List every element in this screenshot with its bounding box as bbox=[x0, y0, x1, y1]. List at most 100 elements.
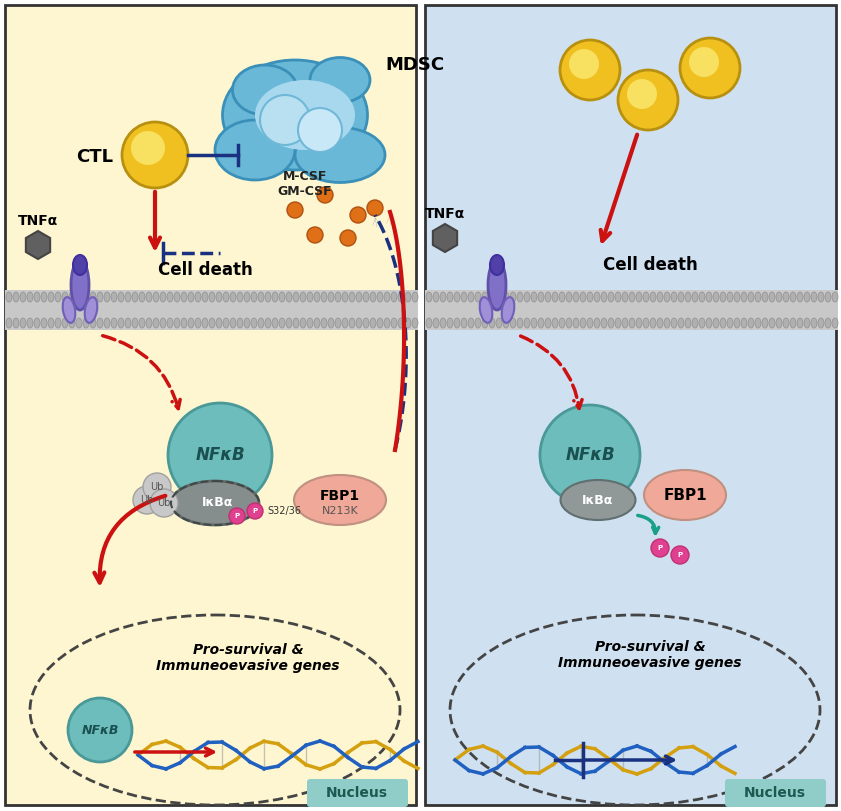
Text: P: P bbox=[678, 552, 683, 558]
Ellipse shape bbox=[104, 292, 110, 302]
Ellipse shape bbox=[370, 318, 376, 328]
Ellipse shape bbox=[671, 318, 677, 328]
Ellipse shape bbox=[34, 292, 40, 302]
Circle shape bbox=[540, 405, 640, 505]
Ellipse shape bbox=[202, 318, 208, 328]
Ellipse shape bbox=[363, 318, 369, 328]
Ellipse shape bbox=[741, 292, 747, 302]
Text: NFκB: NFκB bbox=[82, 723, 119, 736]
Ellipse shape bbox=[489, 292, 495, 302]
Ellipse shape bbox=[734, 318, 740, 328]
Ellipse shape bbox=[545, 292, 551, 302]
Ellipse shape bbox=[181, 318, 187, 328]
Ellipse shape bbox=[300, 318, 306, 328]
Ellipse shape bbox=[804, 318, 810, 328]
Text: Ub: Ub bbox=[140, 495, 154, 505]
Ellipse shape bbox=[391, 318, 397, 328]
Circle shape bbox=[680, 38, 740, 98]
Text: N213K: N213K bbox=[321, 506, 358, 516]
Ellipse shape bbox=[769, 318, 775, 328]
Ellipse shape bbox=[762, 318, 768, 328]
Ellipse shape bbox=[692, 292, 698, 302]
Ellipse shape bbox=[300, 292, 306, 302]
Ellipse shape bbox=[83, 318, 89, 328]
Ellipse shape bbox=[188, 292, 194, 302]
Ellipse shape bbox=[174, 318, 180, 328]
Ellipse shape bbox=[461, 292, 467, 302]
Ellipse shape bbox=[503, 318, 509, 328]
Ellipse shape bbox=[776, 318, 782, 328]
Ellipse shape bbox=[83, 292, 89, 302]
Ellipse shape bbox=[272, 292, 278, 302]
Ellipse shape bbox=[251, 292, 257, 302]
Ellipse shape bbox=[699, 318, 705, 328]
Ellipse shape bbox=[475, 318, 481, 328]
Circle shape bbox=[317, 187, 333, 203]
Text: FBP1: FBP1 bbox=[320, 489, 360, 503]
Ellipse shape bbox=[97, 318, 103, 328]
Ellipse shape bbox=[265, 318, 271, 328]
FancyBboxPatch shape bbox=[725, 779, 826, 807]
Ellipse shape bbox=[328, 292, 334, 302]
Ellipse shape bbox=[223, 318, 229, 328]
Ellipse shape bbox=[230, 318, 236, 328]
Ellipse shape bbox=[804, 292, 810, 302]
Ellipse shape bbox=[699, 292, 705, 302]
Ellipse shape bbox=[146, 292, 152, 302]
Ellipse shape bbox=[310, 58, 370, 102]
Text: P: P bbox=[658, 545, 663, 551]
Ellipse shape bbox=[622, 292, 628, 302]
Bar bbox=[425, 290, 838, 330]
Text: Ub: Ub bbox=[157, 498, 171, 508]
FancyBboxPatch shape bbox=[307, 779, 408, 807]
Ellipse shape bbox=[314, 292, 320, 302]
Ellipse shape bbox=[20, 318, 26, 328]
Ellipse shape bbox=[237, 292, 243, 302]
Ellipse shape bbox=[405, 318, 411, 328]
Text: IκBα: IκBα bbox=[582, 494, 614, 507]
Text: TNFα: TNFα bbox=[425, 207, 465, 221]
Ellipse shape bbox=[230, 292, 236, 302]
Ellipse shape bbox=[139, 292, 145, 302]
Ellipse shape bbox=[748, 318, 754, 328]
Ellipse shape bbox=[657, 318, 663, 328]
Ellipse shape bbox=[454, 292, 460, 302]
Ellipse shape bbox=[510, 292, 516, 302]
Ellipse shape bbox=[232, 65, 298, 115]
Ellipse shape bbox=[160, 292, 166, 302]
Ellipse shape bbox=[488, 260, 506, 310]
Circle shape bbox=[287, 202, 303, 218]
Ellipse shape bbox=[307, 292, 313, 302]
Ellipse shape bbox=[566, 318, 572, 328]
Ellipse shape bbox=[118, 292, 124, 302]
Ellipse shape bbox=[63, 297, 76, 323]
Ellipse shape bbox=[139, 318, 145, 328]
Ellipse shape bbox=[643, 292, 649, 302]
Ellipse shape bbox=[195, 292, 201, 302]
Ellipse shape bbox=[615, 292, 621, 302]
Ellipse shape bbox=[342, 292, 348, 302]
Ellipse shape bbox=[783, 292, 789, 302]
Ellipse shape bbox=[566, 292, 572, 302]
Ellipse shape bbox=[587, 292, 593, 302]
Circle shape bbox=[229, 508, 245, 524]
Ellipse shape bbox=[167, 292, 173, 302]
Ellipse shape bbox=[48, 292, 54, 302]
Circle shape bbox=[560, 40, 620, 100]
Ellipse shape bbox=[790, 292, 796, 302]
Ellipse shape bbox=[125, 292, 131, 302]
Circle shape bbox=[651, 539, 669, 557]
Ellipse shape bbox=[69, 292, 75, 302]
Ellipse shape bbox=[255, 80, 355, 150]
Ellipse shape bbox=[55, 292, 61, 302]
Ellipse shape bbox=[223, 60, 368, 170]
Ellipse shape bbox=[490, 255, 504, 275]
Ellipse shape bbox=[356, 318, 362, 328]
Ellipse shape bbox=[132, 292, 138, 302]
Circle shape bbox=[367, 200, 383, 216]
Ellipse shape bbox=[825, 318, 831, 328]
Ellipse shape bbox=[321, 318, 327, 328]
Ellipse shape bbox=[426, 318, 432, 328]
Ellipse shape bbox=[244, 292, 250, 302]
Ellipse shape bbox=[412, 292, 418, 302]
